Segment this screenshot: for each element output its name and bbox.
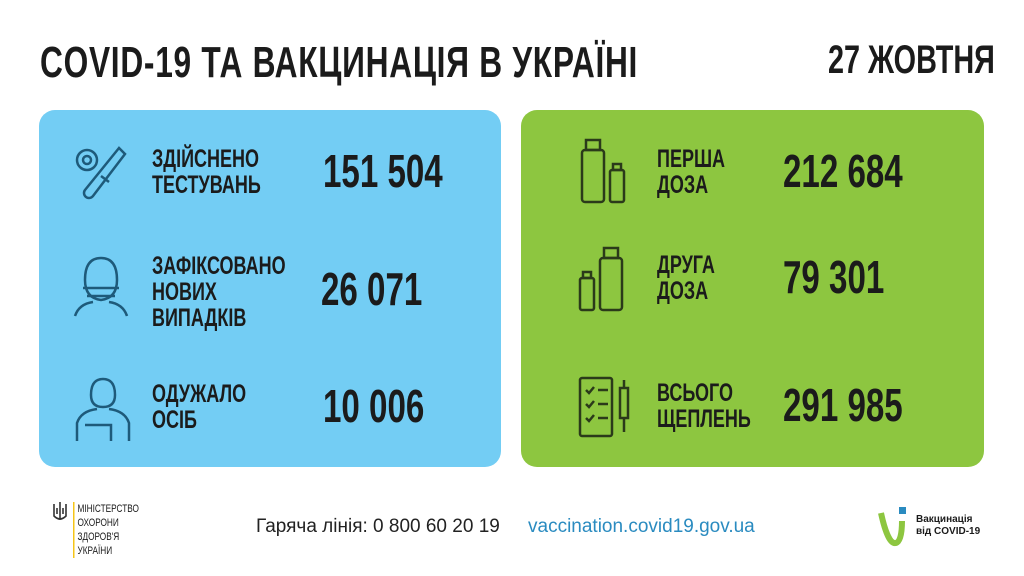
trident-icon [53, 502, 67, 520]
vaccine-vials-icon [578, 246, 624, 312]
stat-value: 151 504 [323, 145, 443, 197]
stat-label: ДОЗА [657, 277, 709, 305]
covid-stats-panel: ЗДІЙСНЕНО ТЕСТУВАНЬ 151 504 ЗАФІКСОВАНО НО… [39, 110, 501, 467]
stat-label: ДОЗА [657, 171, 709, 199]
stat-label: ЩЕПЛЕНЬ [657, 405, 751, 433]
stat-value: 212 684 [783, 145, 903, 197]
stat-label: ВСЬОГО [657, 379, 733, 407]
stat-label: ОСІБ [152, 406, 197, 434]
ministry-text: ЗДОРОВ'Я [77, 531, 120, 543]
website-link[interactable]: vaccination.covid19.gov.ua [528, 516, 755, 537]
stat-label: ЗАФІКСОВАНО [152, 252, 286, 280]
stat-label: ЗДІЙСНЕНО [152, 145, 260, 173]
checklist-syringe-icon [578, 376, 630, 438]
ministry-text: МІНІСТЕРСТВО [77, 503, 139, 515]
stat-label: ОДУЖАЛО [152, 380, 247, 408]
stat-value: 26 071 [321, 263, 423, 315]
page-title: COVID-19 ТА ВАКЦИНАЦІЯ В УКРАЇНІ [40, 38, 639, 87]
stat-label: ДРУГА [657, 251, 715, 279]
test-tube-icon [75, 146, 127, 200]
stat-label: НОВИХ [152, 278, 217, 306]
recovered-person-icon [75, 377, 131, 441]
vaccination-logo: Вакцинація від COVID-19 [878, 505, 980, 547]
v-logo-icon [878, 507, 906, 547]
logo-text: від COVID-19 [916, 526, 981, 537]
stat-value: 291 985 [783, 379, 903, 431]
ministry-text: УКРАЇНИ [77, 545, 113, 557]
stat-value: 10 006 [323, 380, 425, 432]
stat-label: ТЕСТУВАНЬ [152, 171, 261, 199]
report-date: 27 ЖОВТНЯ [828, 38, 995, 82]
stat-label: ПЕРША [657, 145, 726, 173]
ministry-logo: МІНІСТЕРСТВО ОХОРОНИ ЗДОРОВ'Я УКРАЇНИ [53, 502, 173, 558]
vaccine-vials-icon [580, 138, 626, 204]
logo-text: Вакцинація [916, 514, 973, 525]
vaccination-stats-panel: ПЕРША ДОЗА 212 684 ДРУГА ДОЗА 79 301 ВСЬОГ… [521, 110, 984, 467]
ministry-text: ОХОРОНИ [77, 517, 119, 529]
hotline: Гаряча лінія: 0 800 60 20 19 [256, 516, 500, 537]
masked-person-icon [73, 256, 129, 317]
stat-label: ВИПАДКІВ [152, 304, 247, 332]
stat-value: 79 301 [783, 251, 885, 303]
